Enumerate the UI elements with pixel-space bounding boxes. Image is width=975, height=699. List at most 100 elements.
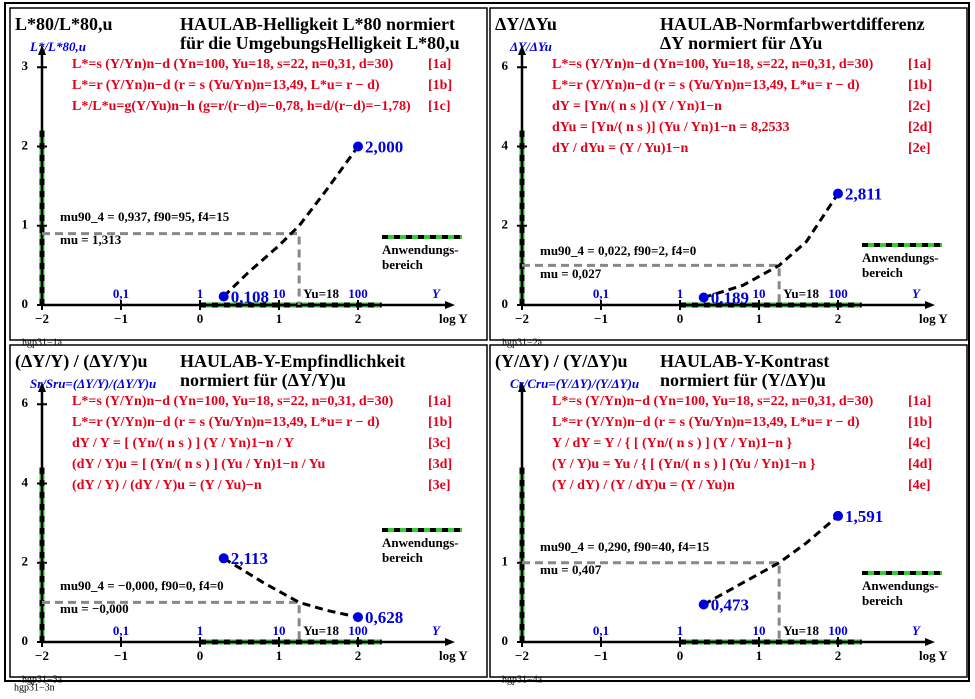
formula-tag: [1c] [428, 99, 451, 114]
yu-label: Yu=18 [303, 286, 339, 301]
panel-frame [9, 344, 488, 678]
y-tick-label: 0 [22, 633, 29, 648]
panel-frame [489, 344, 968, 678]
formula-tag: [1b] [428, 78, 452, 93]
curve [222, 556, 359, 619]
point-label: 2,113 [231, 549, 268, 568]
x2-tick-label: 100 [828, 286, 848, 301]
x2-axis-label: Y [912, 623, 921, 638]
point-label: 0,108 [231, 287, 269, 306]
x-tick-label: 1 [756, 648, 763, 663]
x-tick-label: −1 [594, 648, 608, 663]
formula-tag: [1a] [908, 57, 931, 72]
point [698, 292, 709, 303]
x-tick-label: 1 [276, 311, 283, 326]
formula: (Y / Y)u = Yu / { [ (Yn/( n s ) ] (Yu / … [552, 457, 816, 472]
reference-line [522, 263, 781, 305]
formula: L*=r (Y/Yn)n−d (r = s (Yu/Yn)n=13,49, L*… [552, 78, 860, 93]
x-axis-label: log Y [919, 648, 948, 663]
x2-axis-label: Y [432, 286, 441, 301]
corner-title: ΔY/ΔYu [495, 14, 557, 34]
formula: dY / dYu = (Y / Yu)1−n [552, 141, 689, 156]
point [698, 599, 709, 610]
formula: L*=r (Y/Yn)n−d (r = s (Yu/Yn)n=13,49, L*… [72, 415, 380, 430]
point-label: 2,000 [365, 137, 403, 156]
y-tick-label: 6 [22, 395, 29, 410]
panel: (ΔY/Y) / (ΔY/Y)u HAULAB-Y-Empfindlichkeit… [9, 344, 488, 685]
formula-tag: [2e] [908, 141, 931, 156]
x-axis-label: log Y [919, 311, 948, 326]
x2-tick-label: 0,1 [593, 623, 609, 638]
annotation: mu90_4 = 0,022, f90=2, f4=0 [540, 243, 696, 258]
y-axis-label: Cr/Cru=(Y/ΔY)/(Y/ΔY)u [510, 376, 639, 391]
reference-line [42, 232, 301, 305]
y-tick-label: 1 [22, 217, 29, 232]
formula: (dY / Y)u = [ (Yn/( n s ) ] (Yu / Yn)1−n… [72, 457, 325, 472]
legend-label: Anwendungs- [382, 242, 459, 257]
y-tick-label: 6 [502, 58, 509, 73]
reference-line [522, 561, 781, 642]
panel-id: hgp31−1a [22, 337, 63, 348]
x2-tick-label: 1 [197, 623, 204, 638]
y-axis-label: L*/L*80,u [29, 39, 86, 54]
formula: L*/L*u=g(Y/Yu)n−h (g=r/(r−d)=−0,78, h=d/… [72, 99, 411, 114]
point [833, 510, 843, 521]
formula-tag: [3e] [428, 478, 451, 493]
formula: (dY / Y) / (dY / Y)u = (Y / Yu)−n [72, 478, 262, 493]
x-tick-label: −1 [114, 311, 128, 326]
point-label: 0,628 [365, 608, 403, 627]
curve [703, 192, 840, 299]
x-tick-label: 1 [276, 648, 283, 663]
yu-label: Yu=18 [783, 623, 819, 638]
panel-title: ΔY normiert für ΔYu [660, 33, 822, 53]
x2-tick-label: 1 [677, 286, 684, 301]
point [218, 291, 229, 302]
x2-tick-label: 0,1 [113, 286, 129, 301]
legend-label: Anwendungs- [862, 578, 939, 593]
annotation: mu = 1,313 [60, 232, 122, 247]
x2-tick-label: 10 [273, 623, 286, 638]
point [353, 141, 363, 152]
x-tick-label: −2 [35, 311, 49, 326]
x-axis-label: log Y [439, 648, 468, 663]
formula-tag: [1b] [908, 415, 932, 430]
point [218, 553, 229, 564]
point-label: 1,591 [845, 507, 883, 526]
x2-tick-label: 0,1 [113, 623, 129, 638]
formula: L*=r (Y/Yn)n−d (r = s (Yu/Yn)n=13,49, L*… [72, 78, 380, 93]
y-tick-label: 0 [502, 296, 509, 311]
x-tick-label: 2 [835, 311, 842, 326]
panel-id: hgp31−2a [502, 337, 543, 348]
annotation: mu = −0,000 [60, 601, 129, 616]
curve [222, 145, 360, 298]
y-tick-label: 4 [22, 474, 29, 489]
yu-label: Yu=18 [783, 286, 819, 301]
x-tick-label: −2 [515, 648, 529, 663]
y-tick-label: 2 [502, 217, 509, 232]
x-axis-label: log Y [439, 311, 468, 326]
x-tick-label: −1 [594, 311, 608, 326]
corner-title: L*80/L*80,u [15, 14, 113, 34]
legend-label: bereich [862, 265, 904, 280]
x2-tick-label: 100 [348, 623, 368, 638]
reference-line [42, 600, 301, 642]
panel: (Y/ΔY) / (Y/ΔY)u HAULAB-Y-Kontrastnormier… [489, 344, 968, 685]
formula-tag: [1a] [428, 394, 451, 409]
formula: L*=r (Y/Yn)n−d (r = s (Yu/Yn)n=13,49, L*… [552, 415, 860, 430]
formula: (Y / dY) / (Y / dY)u = (Y / Yu)n [552, 478, 735, 493]
legend-label: Anwendungs- [382, 535, 459, 550]
y-tick-label: 0 [502, 633, 509, 648]
panel-frame [9, 7, 488, 341]
x-tick-label: 0 [197, 648, 204, 663]
point-label: 0,473 [711, 595, 749, 614]
annotation: mu = 0,407 [540, 562, 602, 577]
x2-tick-label: 1 [197, 286, 204, 301]
x-tick-label: −2 [35, 648, 49, 663]
formula-tag: [3d] [428, 457, 452, 472]
x2-tick-label: 10 [753, 623, 766, 638]
panel-id: hgp31−3a [22, 674, 63, 685]
annotation: mu90_4 = −0,000, f90=0, f4=0 [60, 578, 224, 593]
formula-tag: [4e] [908, 478, 931, 493]
annotation: mu90_4 = 0,290, f90=40, f4=15 [540, 539, 710, 554]
x-tick-label: 0 [197, 311, 204, 326]
